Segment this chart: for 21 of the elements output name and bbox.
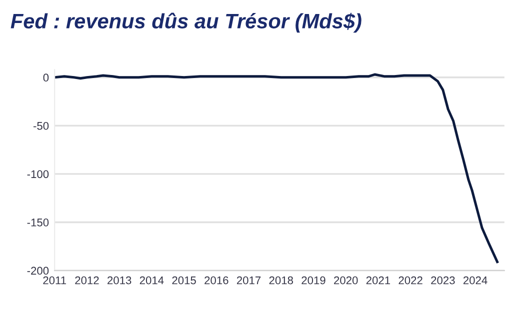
chart-title: Fed : revenus dûs au Trésor (Mds$): [10, 12, 362, 33]
x-tick-label: 2011: [43, 276, 66, 284]
x-tick-label: 2012: [75, 276, 99, 284]
x-tick-label: 2016: [204, 276, 228, 284]
x-tick-label: 2013: [108, 276, 132, 284]
x-tick-label: 2014: [140, 276, 164, 284]
y-tick-label: -200: [27, 266, 49, 275]
x-tick-label: 2017: [236, 276, 261, 284]
x-tick-label: 2018: [269, 276, 293, 284]
x-tick-label: 2021: [366, 276, 390, 284]
y-tick-label: -100: [27, 170, 49, 178]
x-tick-label: 2015: [172, 276, 196, 284]
line-series: [54, 73, 499, 264]
y-tick-label: -150: [27, 218, 49, 226]
y-tick-label: -50: [33, 122, 49, 130]
x-tick-label: 2024: [463, 276, 488, 284]
x-tick-label: 2020: [334, 276, 358, 284]
x-tick-label: 2019: [302, 276, 326, 284]
y-tick-label: 0: [43, 74, 49, 82]
x-tick-label: 2022: [398, 276, 422, 284]
x-tick-label: 2023: [431, 276, 455, 284]
